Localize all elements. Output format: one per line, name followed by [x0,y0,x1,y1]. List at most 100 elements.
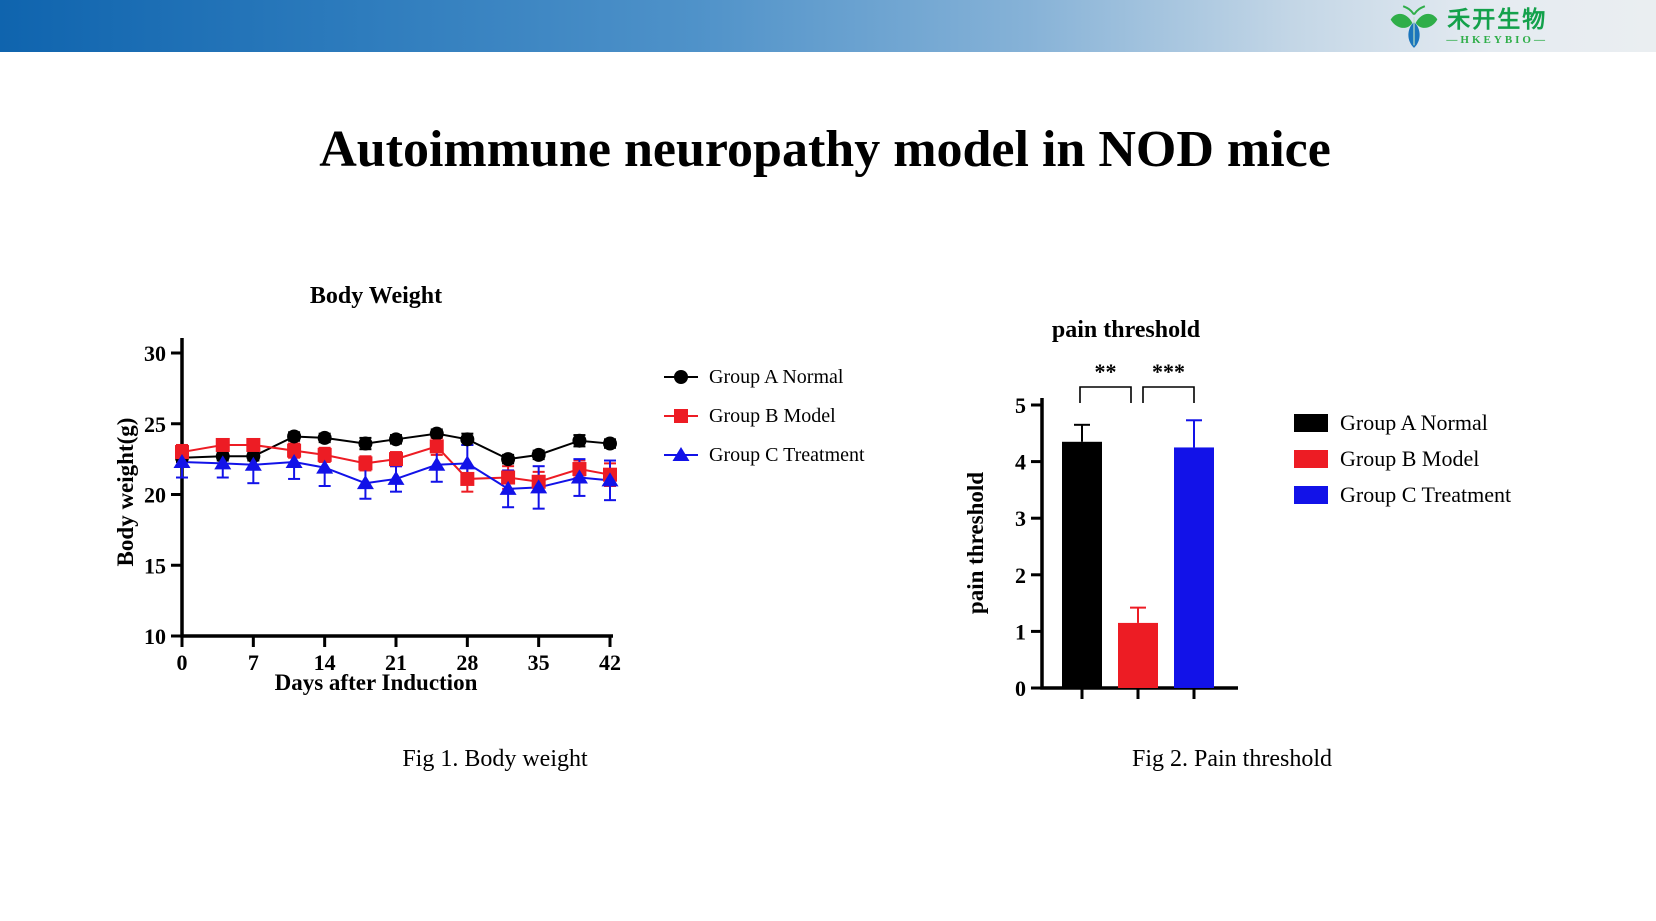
legend-item-label: Group B Model [709,404,836,427]
data-point-marker [499,480,517,495]
logo-icon [1391,5,1438,48]
logo: 禾开生物 —HKEYBIO— [1389,3,1548,51]
y-tick-label: 0 [1015,676,1026,701]
fig1-x-axis-title: Days after Induction [275,670,478,695]
y-tick-label: 4 [1015,450,1026,475]
data-point-marker [244,456,262,471]
legend-item: Group B Model [663,403,865,429]
legend-color-swatch [1294,450,1328,468]
x-tick-label: 42 [599,650,621,675]
data-point-marker [215,437,230,452]
bar [1118,622,1158,688]
significance-bracket [1142,386,1195,403]
legend-item-label: Group C Treatment [709,443,865,466]
data-point-marker [285,453,303,468]
y-tick-label: 5 [1015,393,1026,418]
y-tick-label: 2 [1015,563,1026,588]
x-tick-label: 7 [248,650,259,675]
fig2-chart-title: pain threshold [1052,317,1201,343]
data-point-marker [603,436,617,451]
data-point-marker [356,475,374,490]
data-point-marker [387,470,405,485]
fig1-caption: Fig 1. Body weight [402,746,588,772]
y-tick-label: 25 [144,412,166,437]
data-point-marker [287,429,302,444]
data-point-marker [672,447,690,461]
y-tick-label: 3 [1015,506,1026,531]
legend-item-label: Group A Normal [1340,410,1488,435]
legend-item: Group A Normal [663,364,865,390]
data-point-marker [458,455,476,470]
brand-name-en: —HKEYBIO— [1446,34,1548,46]
data-point-marker [429,439,444,454]
legend-item: Group A Normal [1294,410,1511,435]
data-point-marker [460,471,475,486]
data-point-marker [317,430,332,445]
data-point-marker [358,456,373,471]
data-point-marker [389,432,403,447]
data-point-marker [570,469,588,484]
x-tick-label: 35 [528,650,550,675]
fig1-y-axis-title: Body weight(g) [113,418,138,567]
data-point-marker [460,432,475,447]
bar [1174,447,1214,688]
bar [1062,441,1102,688]
x-tick-label: 0 [177,650,188,675]
data-point-marker [572,462,587,477]
data-point-marker [501,470,516,485]
x-tick-label: 14 [314,650,336,675]
header-bar [0,0,1656,52]
data-point-marker [501,452,516,467]
body-weight-line-chart: Body Weight Body weight(g) Days after Indu… [113,283,621,695]
fig1-axes [180,338,613,638]
pain-threshold-legend: Group A Normal Group B Model Group C Treat… [1294,410,1512,520]
data-point-marker [601,472,619,487]
y-tick-label: 15 [144,553,166,578]
legend-item: Group C Treatment [663,442,865,468]
data-point-marker [674,409,688,423]
significance-label: ** [1095,359,1117,384]
data-point-marker [429,426,444,441]
fig1-chart-title: Body Weight [310,283,442,309]
logo-text: 禾开生物 —HKEYBIO— [1446,8,1548,46]
x-tick-label: 21 [385,650,407,675]
fig2-y-axis-title: pain threshold [963,472,988,614]
square-legend-marker [664,409,698,423]
brand-name-cn: 禾开生物 [1447,7,1548,32]
triangle-legend-marker [664,447,698,461]
data-point-marker [317,447,332,462]
x-tick-label: 28 [456,650,478,675]
slide-title: Autoimmune neuropathy model in NOD mice [319,121,1331,178]
legend-color-swatch [1294,414,1328,432]
legend-item-label: Group A Normal [709,365,844,388]
data-point-marker [389,452,403,467]
data-point-marker [428,456,446,471]
legend-color-swatch [1294,486,1328,504]
y-tick-label: 1 [1015,619,1026,644]
data-point-marker [287,443,302,458]
data-point-marker [214,455,232,470]
data-point-marker [531,447,546,462]
significance-label: *** [1152,359,1185,384]
data-point-marker [358,436,373,451]
legend-item-label: Group C Treatment [1340,482,1512,507]
data-point-marker [572,433,587,448]
data-point-marker [246,437,261,452]
data-point-marker [316,459,334,474]
y-tick-label: 10 [144,624,166,649]
body-weight-legend: Group A Normal Group B Model Group C Treat… [663,364,865,481]
y-tick-label: 20 [144,483,166,508]
significance-bracket [1079,386,1132,403]
data-point-marker [530,479,548,494]
data-point-marker [674,370,688,384]
legend-item: Group B Model [1294,446,1511,471]
data-point-marker [175,445,189,460]
fig2-caption: Fig 2. Pain threshold [1131,746,1333,772]
circle-legend-marker [664,370,698,384]
data-point-marker [173,453,191,468]
legend-item-label: Group B Model [1340,446,1480,471]
legend-item: Group C Treatment [1294,482,1512,507]
y-tick-label: 30 [144,341,166,366]
data-point-marker [246,449,261,464]
